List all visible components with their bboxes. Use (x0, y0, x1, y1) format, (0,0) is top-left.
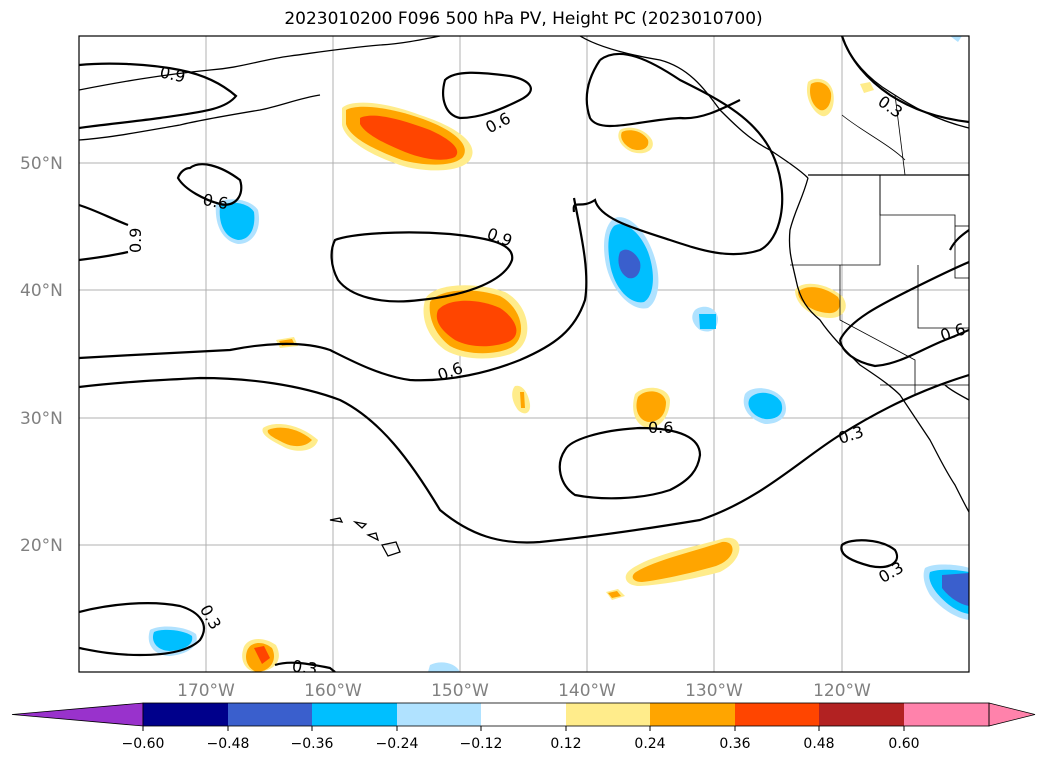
lat-label-30n: 30°N (20, 409, 63, 429)
colorbar-segment (566, 703, 650, 726)
colorbar: −0.60 −0.48 −0.36 −0.24 −0.12 0.12 0.24 0.36 0.4… (11, 702, 1036, 752)
lon-label-160w: 160°W (304, 681, 362, 701)
lon-label-130w: 130°W (685, 681, 743, 701)
colorbar-segment (312, 703, 397, 726)
lon-label-150w: 150°W (431, 681, 489, 701)
contour-label: 0.9 (158, 62, 187, 86)
hawaiian-islands (329, 517, 401, 557)
contour-label: 0.3 (291, 656, 319, 678)
colorbar-segment (650, 703, 735, 726)
lat-label-20n: 20°N (20, 536, 63, 556)
contour-label: 0.9 (126, 228, 145, 253)
lon-label-140w: 140°W (558, 681, 616, 701)
colorbar-segment (228, 703, 312, 726)
map-panel (79, 36, 969, 672)
colorbar-tick-label: −0.48 (207, 736, 250, 752)
lon-label-120w: 120°W (813, 681, 871, 701)
colorbar-tick-label: 0.36 (719, 736, 750, 752)
lat-label-50n: 50°N (20, 154, 63, 174)
colorbar-tick-label: −0.24 (376, 736, 419, 752)
colorbar-extend-min (11, 702, 144, 727)
contour-label: 0.6 (648, 418, 673, 437)
graticule (79, 36, 969, 672)
colorbar-segment (481, 703, 566, 726)
contour-label: 0.6 (201, 190, 229, 213)
colorbar-segment (819, 703, 904, 726)
map-frame (78, 35, 970, 673)
colorbar-extend-max (988, 702, 1036, 727)
pv-negative-anomalies (148, 36, 969, 672)
colorbar-tick-label: −0.60 (122, 736, 165, 752)
lat-label-40n: 40°N (20, 281, 63, 301)
latitude-labels: 50°N 40°N 30°N 20°N (20, 154, 63, 556)
colorbar-segment (735, 703, 819, 726)
colorbar-tick-label: −0.12 (460, 736, 503, 752)
height-contours (79, 36, 969, 672)
map-title: 2023010200 F096 500 hPa PV, Height PC (2… (284, 9, 763, 29)
colorbar-tick-label: 0.24 (634, 736, 665, 752)
colorbar-tick-label: −0.36 (291, 736, 334, 752)
colorbar-tick-label: 0.12 (550, 736, 581, 752)
pv-positive-anomalies (242, 78, 874, 672)
colorbar-segment (397, 703, 481, 726)
colorbar-segment (904, 703, 989, 726)
colorbar-tick-label: 0.48 (803, 736, 834, 752)
colorbar-segment (143, 703, 228, 726)
lon-label-170w: 170°W (177, 681, 235, 701)
colorbar-tick-label: 0.60 (888, 736, 919, 752)
longitude-labels: 170°W 160°W 150°W 140°W 130°W 120°W (177, 681, 871, 701)
